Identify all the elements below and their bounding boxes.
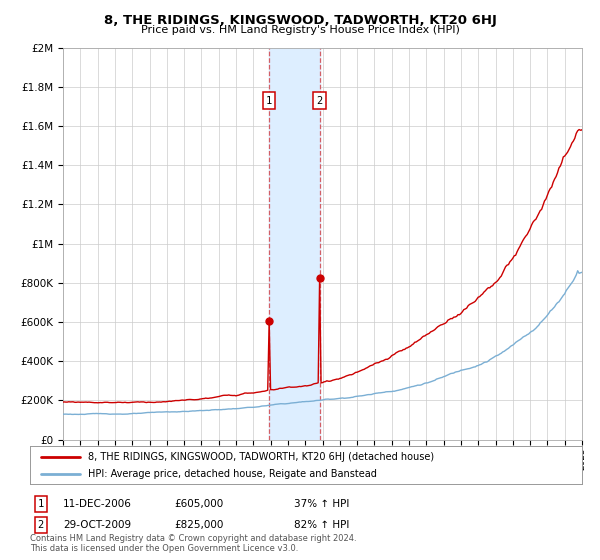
Bar xyxy=(269,48,320,440)
Text: 29-OCT-2009: 29-OCT-2009 xyxy=(63,520,131,530)
Text: 8, THE RIDINGS, KINGSWOOD, TADWORTH, KT20 6HJ (detached house): 8, THE RIDINGS, KINGSWOOD, TADWORTH, KT2… xyxy=(88,451,434,461)
Text: £605,000: £605,000 xyxy=(174,499,223,509)
Text: 2: 2 xyxy=(38,520,44,530)
Text: 11-DEC-2006: 11-DEC-2006 xyxy=(63,499,132,509)
Text: 37% ↑ HPI: 37% ↑ HPI xyxy=(294,499,349,509)
Text: HPI: Average price, detached house, Reigate and Banstead: HPI: Average price, detached house, Reig… xyxy=(88,469,377,479)
Text: Price paid vs. HM Land Registry's House Price Index (HPI): Price paid vs. HM Land Registry's House … xyxy=(140,25,460,35)
Text: £825,000: £825,000 xyxy=(174,520,223,530)
Text: Contains HM Land Registry data © Crown copyright and database right 2024.: Contains HM Land Registry data © Crown c… xyxy=(30,534,356,543)
Text: 82% ↑ HPI: 82% ↑ HPI xyxy=(294,520,349,530)
Text: 1: 1 xyxy=(38,499,44,509)
Text: 1: 1 xyxy=(266,96,272,105)
Text: This data is licensed under the Open Government Licence v3.0.: This data is licensed under the Open Gov… xyxy=(30,544,298,553)
Text: 8, THE RIDINGS, KINGSWOOD, TADWORTH, KT20 6HJ: 8, THE RIDINGS, KINGSWOOD, TADWORTH, KT2… xyxy=(104,14,496,27)
Text: 2: 2 xyxy=(316,96,323,105)
